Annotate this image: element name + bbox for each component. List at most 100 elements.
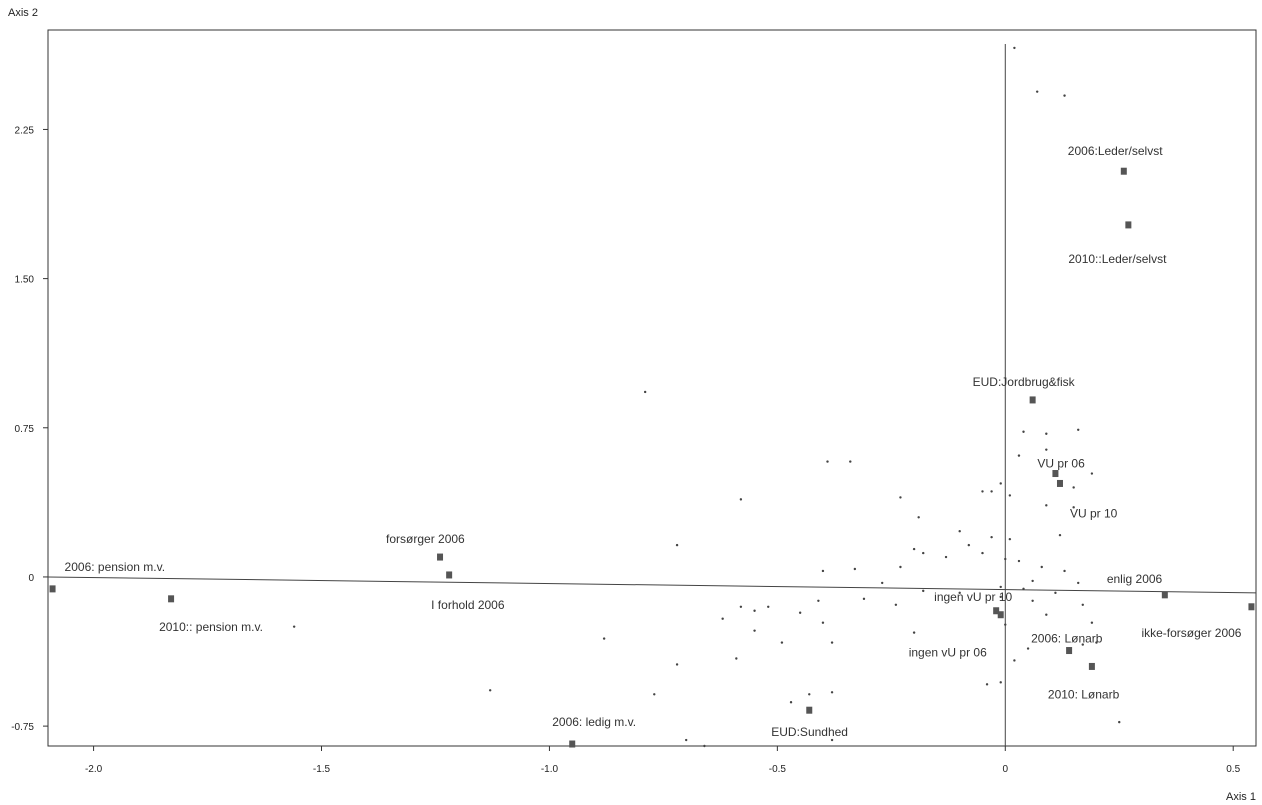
minor-point — [292, 625, 296, 628]
x-tick-label: -2.0 — [85, 764, 103, 775]
point-label: ingen vU pr 10 — [934, 590, 1012, 604]
minor-point — [862, 597, 866, 601]
labeled-point-marker — [1125, 221, 1132, 229]
minor-point — [1090, 472, 1094, 475]
axis-ticks: -2.0 -1.5 -1.0 -0.5 0 0.5 2.25 1.50 0.75 0 -0.75 — [11, 125, 1240, 775]
minor-point — [1017, 454, 1021, 457]
labeled-point-marker — [446, 571, 453, 579]
minor-point — [958, 591, 961, 595]
point-label: 2010:: pension m.v. — [159, 620, 263, 634]
minor-point — [1081, 643, 1084, 646]
minor-point — [808, 693, 811, 696]
minor-point — [1045, 432, 1048, 435]
point-label: 2006:Leder/selvst — [1068, 144, 1163, 158]
minor-point — [821, 621, 825, 624]
minor-point — [780, 641, 784, 644]
minor-point — [958, 530, 961, 533]
minor-point — [735, 657, 738, 660]
minor-point — [1063, 94, 1066, 97]
minor-point — [830, 738, 834, 742]
minor-point — [1026, 647, 1030, 650]
minor-point — [1031, 579, 1034, 583]
minor-point — [899, 496, 902, 499]
point-label: VU pr 06 — [1037, 457, 1085, 471]
y-tick-label: 1.50 — [15, 275, 35, 286]
minor-point — [999, 681, 1002, 684]
x-axis-title: Axis 1 — [1226, 791, 1256, 803]
minor-point — [721, 617, 724, 620]
minor-point — [922, 551, 925, 555]
point-label: ingen vU pr 06 — [909, 646, 987, 660]
minor-point — [1040, 565, 1043, 569]
minor-point — [684, 738, 688, 742]
minor-point — [602, 637, 606, 640]
minor-point — [830, 641, 834, 644]
y-tick-label: 0.75 — [15, 424, 35, 435]
minor-point — [675, 543, 679, 547]
y-tick-label: 2.25 — [15, 125, 35, 136]
labeled-point-marker — [1120, 167, 1127, 175]
minor-point — [1013, 46, 1016, 50]
point-label: 2010::Leder/selvst — [1068, 252, 1167, 266]
minor-point — [1004, 623, 1007, 626]
labeled-point-marker — [1052, 470, 1059, 478]
minor-point — [1013, 659, 1016, 662]
labeled-point-marker — [1066, 647, 1073, 655]
minor-point — [1022, 587, 1025, 591]
minor-point — [753, 609, 756, 612]
minor-point — [753, 629, 756, 632]
minor-point — [1118, 720, 1121, 724]
point-label: 2006: pension m.v. — [65, 560, 166, 574]
labeled-point-marker — [437, 553, 444, 561]
minor-point — [999, 585, 1002, 589]
minor-point — [990, 490, 993, 493]
labeled-point-marker — [569, 740, 576, 748]
minor-point — [488, 689, 492, 692]
point-label: I forhold 2006 — [431, 598, 505, 612]
point-label: enlig 2006 — [1107, 572, 1163, 586]
minor-point — [739, 605, 743, 608]
plot-frame — [47, 29, 1257, 747]
x-tick-label: -1.5 — [313, 764, 331, 775]
minor-point — [653, 693, 656, 696]
minor-point — [1022, 430, 1025, 433]
labeled-point-marker — [1056, 479, 1063, 487]
x-tick-label: 0 — [1003, 764, 1009, 775]
minor-point — [881, 581, 884, 585]
minor-point — [985, 683, 989, 686]
x-tick-label: -1.0 — [541, 764, 559, 775]
minor-point — [894, 603, 898, 606]
minor-point — [981, 490, 984, 493]
labeled-point-marker — [1088, 662, 1095, 670]
x-tick-label: -0.5 — [769, 764, 787, 775]
minor-point — [1045, 613, 1048, 616]
labeled-point-marker — [49, 585, 56, 593]
minor-point — [1063, 569, 1066, 573]
point-label: 2010: Lønarb — [1048, 687, 1120, 701]
point-label: 2006: Lønarb — [1031, 632, 1103, 646]
minor-point — [826, 460, 829, 463]
minor-point — [1008, 494, 1012, 497]
minor-point — [830, 691, 834, 694]
minor-point — [643, 390, 647, 394]
minor-point — [990, 535, 993, 539]
minor-point — [967, 543, 971, 547]
point-label: forsørger 2006 — [386, 532, 465, 546]
point-label: 2006: ledig m.v. — [552, 715, 636, 729]
minor-point — [703, 744, 706, 748]
minor-point — [922, 589, 925, 593]
minor-point — [675, 663, 679, 666]
labeled-point-marker — [1161, 591, 1168, 599]
minor-point — [1045, 504, 1048, 507]
minor-point — [739, 498, 743, 501]
minor-point — [767, 605, 770, 608]
labeled-point-marker — [1248, 603, 1255, 611]
minor-point — [1058, 533, 1062, 537]
labeled-point-marker — [806, 706, 813, 714]
labeled-point-marker — [997, 611, 1004, 619]
minor-point — [1072, 506, 1075, 509]
minor-point — [912, 631, 916, 634]
minor-point — [1081, 603, 1084, 606]
minor-point — [821, 569, 825, 573]
minor-point — [1090, 621, 1094, 624]
